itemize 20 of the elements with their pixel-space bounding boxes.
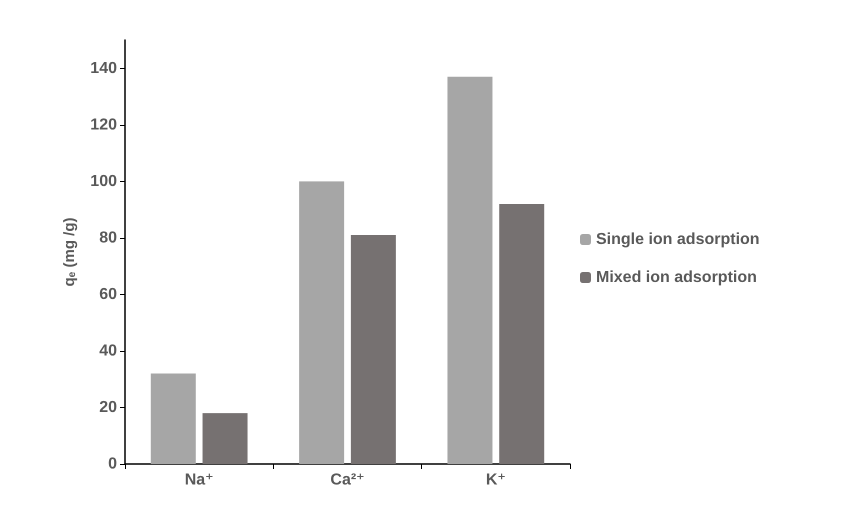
y-tick-label: 120 [90, 116, 118, 134]
bar [150, 374, 196, 464]
x-tick-label: K⁺ [486, 472, 506, 488]
y-tick-label: 40 [99, 342, 118, 360]
y-tick-label: 140 [90, 60, 118, 77]
y-tick-label: 60 [99, 286, 118, 303]
bar [350, 235, 396, 464]
x-tick-label: Ca²⁺ [330, 472, 365, 488]
bar [499, 204, 544, 464]
y-tick-label: 0 [108, 456, 118, 472]
y-tick-label: 80 [99, 229, 118, 246]
bar [299, 181, 344, 464]
legend-label: Mixed ion adsorption [596, 269, 757, 286]
y-tick-label: 20 [99, 398, 118, 416]
x-tick-label: Na⁺ [184, 472, 214, 488]
bar [447, 76, 492, 464]
bar [202, 413, 248, 464]
legend-label: Single ion adsorption [596, 231, 760, 248]
y-axis-title: qₑ (mg /g) [61, 218, 78, 286]
y-tick-label: 100 [90, 172, 118, 190]
